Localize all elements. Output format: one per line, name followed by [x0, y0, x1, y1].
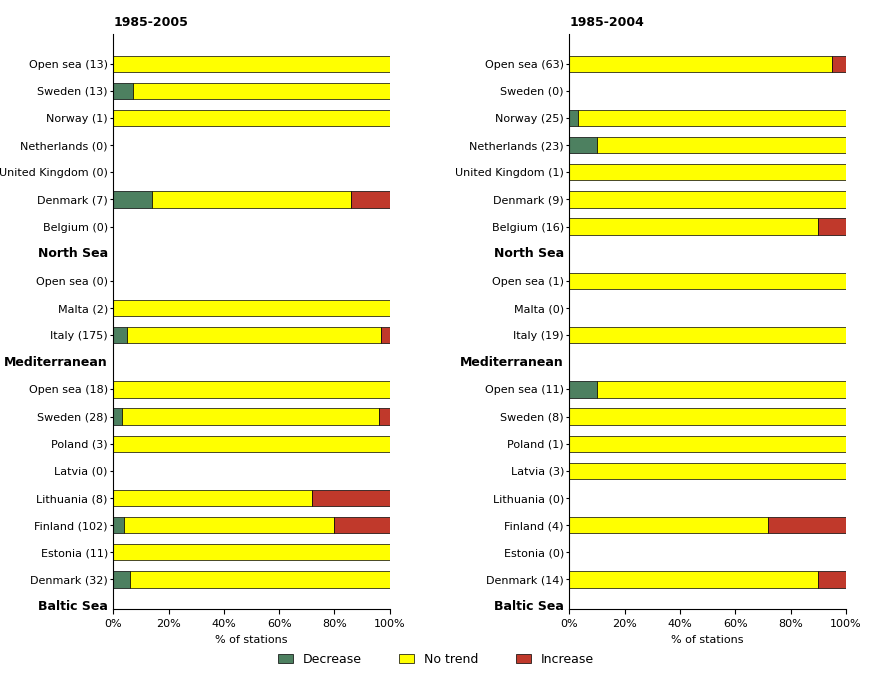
Legend: Decrease, No trend, Increase: Decrease, No trend, Increase	[273, 648, 599, 671]
Bar	[597, 137, 846, 153]
Bar	[818, 219, 846, 235]
Bar	[122, 408, 378, 424]
Bar	[113, 83, 133, 99]
Bar	[125, 517, 335, 533]
Bar	[113, 192, 152, 208]
Bar	[113, 544, 390, 561]
Bar	[113, 571, 130, 588]
Bar	[127, 327, 381, 343]
Bar	[113, 110, 390, 126]
Text: Baltic Sea: Baltic Sea	[494, 600, 564, 613]
Bar	[113, 490, 312, 506]
Text: North Sea: North Sea	[494, 247, 564, 260]
Bar	[152, 192, 351, 208]
Bar	[113, 300, 390, 316]
Bar	[569, 462, 846, 479]
Bar	[569, 219, 818, 235]
Bar	[569, 571, 818, 588]
Bar	[113, 435, 390, 452]
Bar	[569, 192, 846, 208]
Bar	[578, 110, 846, 126]
Bar	[113, 408, 122, 424]
Text: 1985-2004: 1985-2004	[569, 16, 644, 28]
Bar	[569, 56, 832, 72]
Bar	[569, 517, 768, 533]
Bar	[113, 56, 390, 72]
Bar	[133, 83, 390, 99]
Bar	[312, 490, 390, 506]
Bar	[569, 137, 597, 153]
Bar	[832, 56, 846, 72]
Bar	[130, 571, 390, 588]
X-axis label: % of stations: % of stations	[215, 634, 288, 645]
Bar	[569, 164, 846, 181]
Bar	[569, 408, 846, 424]
Bar	[569, 381, 597, 397]
Text: Mediterranean: Mediterranean	[460, 356, 564, 369]
Text: Baltic Sea: Baltic Sea	[38, 600, 108, 613]
Bar	[335, 517, 390, 533]
Bar	[113, 517, 125, 533]
Bar	[569, 273, 846, 289]
Bar	[569, 327, 846, 343]
Bar	[113, 327, 127, 343]
Bar	[378, 408, 390, 424]
Text: Mediterranean: Mediterranean	[4, 356, 108, 369]
Text: North Sea: North Sea	[37, 247, 108, 260]
Bar	[818, 571, 846, 588]
Bar	[113, 381, 390, 397]
Bar	[569, 110, 578, 126]
X-axis label: % of stations: % of stations	[671, 634, 744, 645]
Bar	[381, 327, 390, 343]
Bar	[351, 192, 390, 208]
Bar	[597, 381, 846, 397]
Text: 1985-2005: 1985-2005	[113, 16, 188, 28]
Bar	[768, 517, 846, 533]
Bar	[569, 435, 846, 452]
